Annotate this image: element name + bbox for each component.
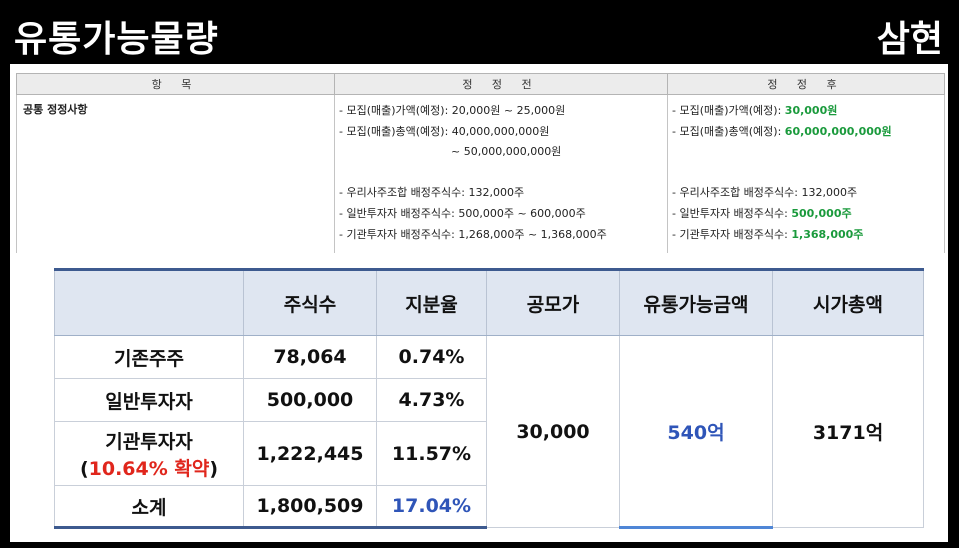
- after-line: [672, 142, 940, 163]
- after-prefix: - 일반투자자 배정주식수:: [672, 206, 792, 220]
- paren-open: (: [79, 457, 89, 480]
- after-prefix: - 모집(매출)총액(예정):: [672, 124, 785, 138]
- after-line: - 일반투자자 배정주식수: 500,000주: [672, 204, 940, 225]
- header-tradable-amount: 유통가능금액: [619, 268, 773, 336]
- before-line: - 모집(매출)가액(예정): 20,000원 ~ 25,000원: [339, 104, 566, 117]
- table-row: 일반투자자 500,000 4.73%: [54, 378, 924, 422]
- share-header-row: 주식수 지분율 공모가 유통가능금액 시가총액: [54, 268, 924, 336]
- content-panel: 항 목 정 정 전 정 정 후 공통 정정사항 - 모집(매출)가액(예정): …: [10, 64, 948, 542]
- before-line: - 우리사주조합 배정주식수: 132,000주: [339, 186, 525, 200]
- header-item: 항 목: [16, 73, 335, 95]
- header-offer-price: 공모가: [486, 268, 620, 336]
- row-label: 일반투자자: [54, 378, 244, 422]
- row-label-main: 기관투자자: [105, 430, 193, 453]
- paren-close: ): [209, 457, 219, 480]
- header-after: 정 정 후: [667, 73, 945, 95]
- after-prefix: - 우리사주조합 배정주식수: 132,000주: [672, 186, 858, 200]
- header-shares: 주식수: [243, 268, 377, 336]
- before-line: [339, 163, 663, 184]
- header-blank: [54, 268, 244, 336]
- row-ratio: 0.74%: [376, 335, 487, 379]
- after-value: 60,000,000,000원: [784, 124, 892, 138]
- table-row: 기존주주 78,064 0.74% 30,000 540억 3171억: [54, 335, 924, 529]
- tradable-amount: 540억: [619, 335, 773, 529]
- after-line: - 모집(매출)가액(예정): 30,000원: [672, 101, 940, 122]
- title-bar: 유통가능물량 삼현: [0, 0, 959, 66]
- before-line: - 기관투자자 배정주식수: 1,268,000주 ~ 1,368,000주: [339, 227, 607, 241]
- row-shares: 500,000: [243, 378, 377, 422]
- row-shares: 1,222,445: [243, 421, 377, 486]
- before-line: - 일반투자자 배정주식수: 500,000주 ~ 600,000주: [339, 206, 586, 220]
- table-row: 기관투자자 (10.64% 확약) 1,222,445 11.57%: [54, 421, 924, 486]
- row-label-sub: (10.64% 확약): [80, 458, 218, 480]
- after-line: [672, 163, 940, 184]
- before-line: ~ 50,000,000,000원: [451, 145, 562, 159]
- row-label: 소계: [54, 485, 244, 529]
- page-title: 유통가능물량: [14, 19, 219, 60]
- after-line: - 모집(매출)총액(예정): 60,000,000,000원: [672, 122, 940, 143]
- before-line: - 모집(매출)총액(예정): 40,000,000,000원: [339, 124, 550, 138]
- company-name: 삼현: [876, 19, 943, 60]
- after-value: 500,000주: [791, 206, 852, 220]
- revision-header-row: 항 목 정 정 전 정 정 후: [16, 73, 945, 95]
- revision-after: - 모집(매출)가액(예정): 30,000원 - 모집(매출)총액(예정): …: [667, 94, 945, 253]
- table-row: 소계 1,800,509 17.04%: [54, 485, 924, 529]
- revision-before: - 모집(매출)가액(예정): 20,000원 ~ 25,000원 - 모집(매…: [334, 94, 668, 253]
- lockup-ratio: 10.64% 확약: [88, 457, 210, 480]
- revision-item: 공통 정정사항: [16, 94, 335, 253]
- header-market-cap: 시가총액: [772, 268, 924, 336]
- offer-price: 30,000: [486, 335, 620, 528]
- row-ratio: 17.04%: [376, 485, 487, 529]
- row-label: 기관투자자 (10.64% 확약): [54, 421, 244, 486]
- after-prefix: - 기관투자자 배정주식수:: [672, 227, 792, 241]
- row-ratio: 11.57%: [376, 421, 487, 486]
- after-line: - 우리사주조합 배정주식수: 132,000주: [672, 183, 940, 204]
- header-ratio: 지분율: [376, 268, 487, 336]
- row-label: 기존주주: [54, 335, 244, 379]
- after-value: 1,368,000주: [791, 227, 864, 241]
- after-prefix: - 모집(매출)가액(예정):: [672, 104, 785, 117]
- header-before: 정 정 전: [334, 73, 668, 95]
- revision-table: 항 목 정 정 전 정 정 후 공통 정정사항 - 모집(매출)가액(예정): …: [16, 73, 945, 253]
- row-ratio: 4.73%: [376, 378, 487, 422]
- after-line: - 기관투자자 배정주식수: 1,368,000주: [672, 225, 940, 246]
- after-value: 30,000원: [784, 104, 838, 117]
- share-table: 주식수 지분율 공모가 유통가능금액 시가총액 기존주주 78,064 0.74…: [54, 268, 924, 529]
- revision-row: 공통 정정사항 - 모집(매출)가액(예정): 20,000원 ~ 25,000…: [16, 94, 945, 253]
- row-shares: 1,800,509: [243, 485, 377, 529]
- row-shares: 78,064: [243, 335, 377, 379]
- market-cap: 3171억: [772, 335, 924, 528]
